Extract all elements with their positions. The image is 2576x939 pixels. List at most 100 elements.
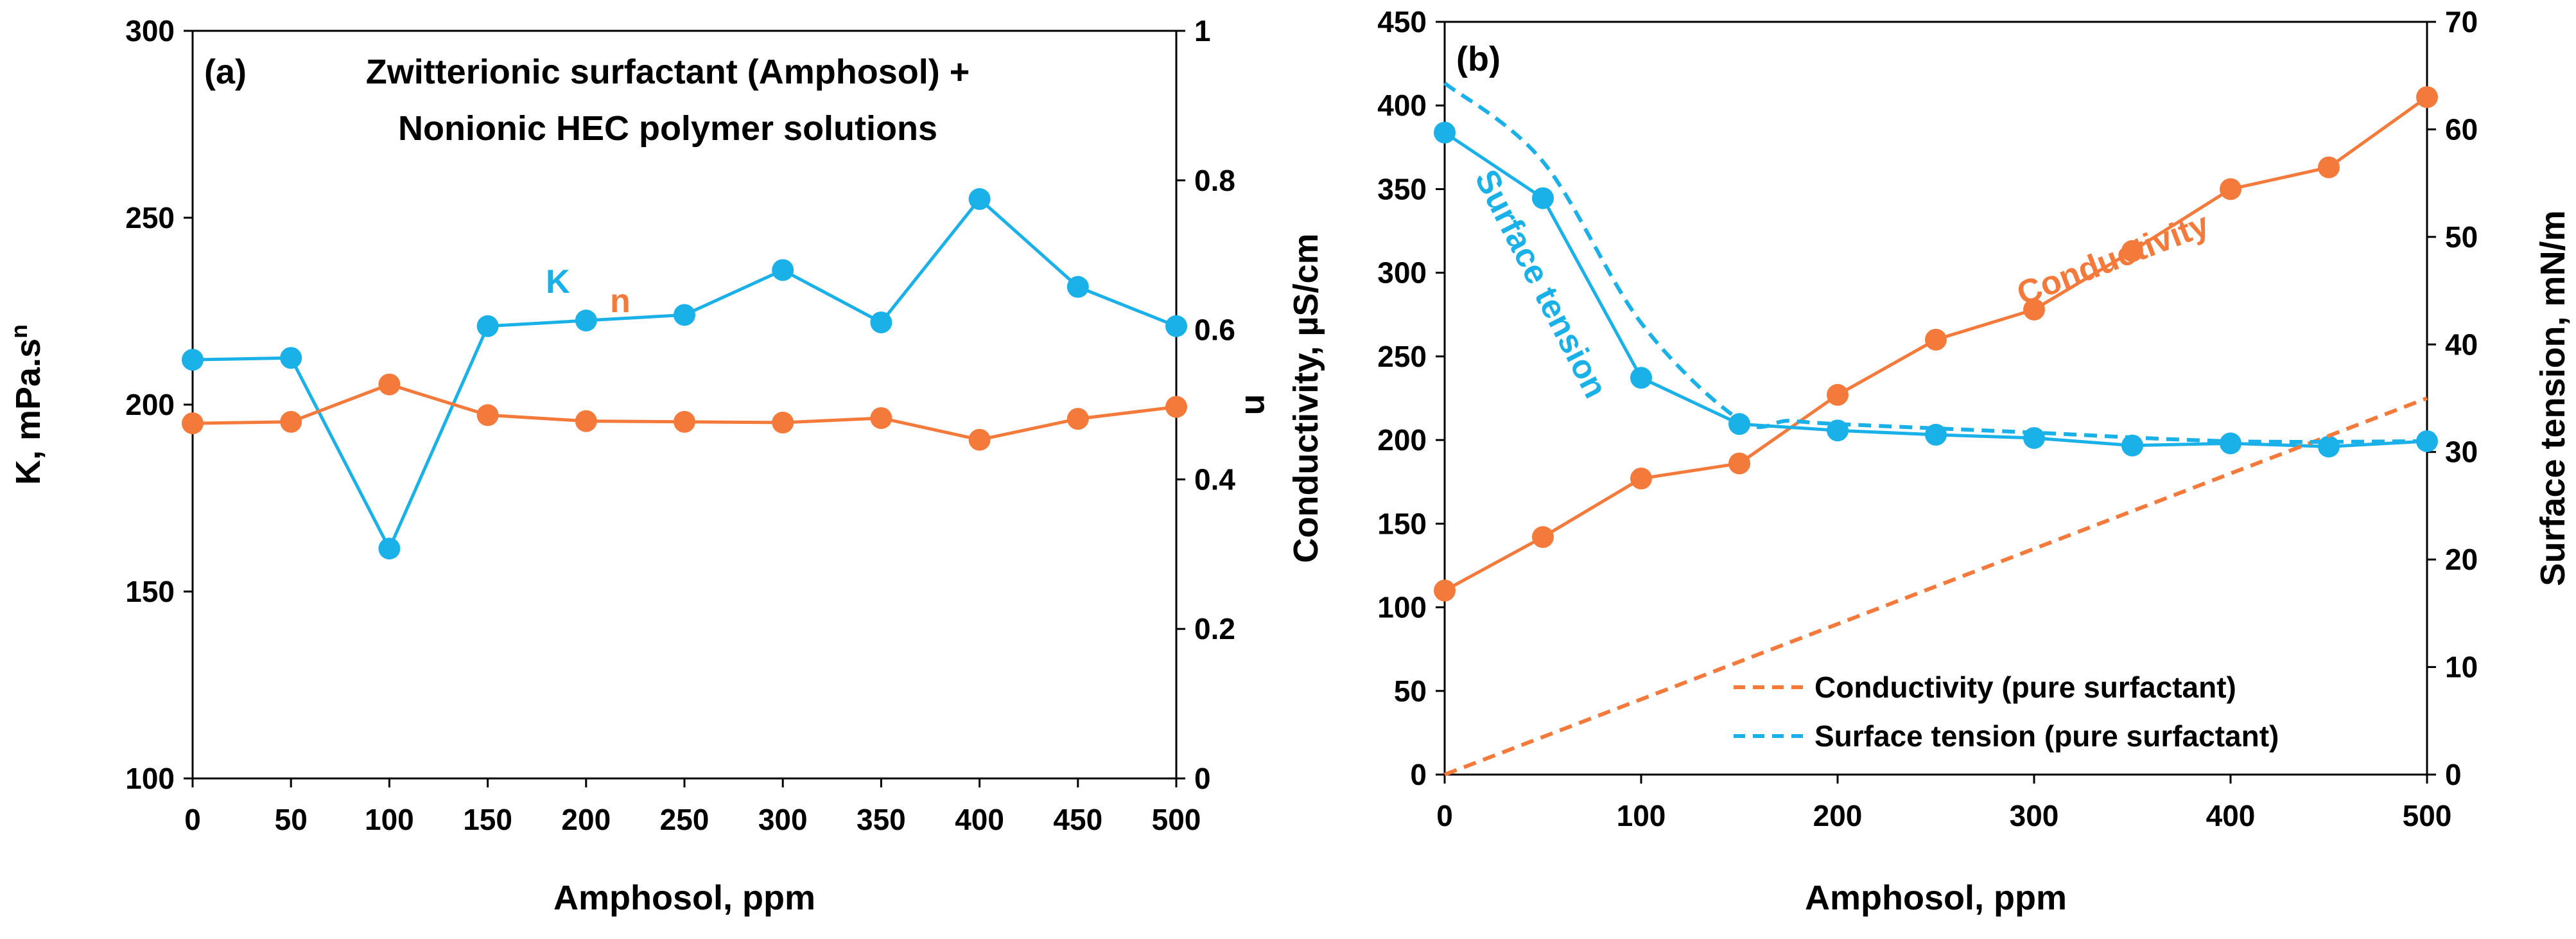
panel-a-title-line-2: Nonionic HEC polymer solutions bbox=[398, 109, 937, 148]
data-point-conductivity bbox=[1630, 468, 1652, 490]
x-tick-label: 150 bbox=[463, 803, 512, 836]
panel-a-x-ticks: 0 50 100 150 200 250 300 350 400 450 500 bbox=[184, 778, 1201, 836]
legend-label-conductivity-pure: Conductivity (pure surfactant) bbox=[1815, 671, 2236, 704]
data-point-k bbox=[1066, 276, 1089, 298]
data-point-k bbox=[1165, 315, 1187, 337]
y-tick-label: 400 bbox=[1377, 89, 1427, 122]
data-point-conductivity bbox=[2023, 298, 2045, 320]
panel-a-y-label-sup: n bbox=[6, 324, 32, 338]
data-point-conductivity bbox=[1728, 452, 1750, 475]
series-line-conductivity-pure-surfactant bbox=[1443, 396, 2428, 777]
panel-b-x-label: Amphosol, ppm bbox=[1805, 879, 2067, 917]
panel-b-y-label: Conductivity, µS/cm bbox=[1287, 233, 1325, 563]
panel-b-y-ticks: 0 50 100 150 200 250 300 350 400 450 bbox=[1377, 5, 1445, 791]
annotation-conductivity: Conductivity bbox=[2012, 206, 2215, 313]
panel-a: 0 50 100 150 200 250 300 350 400 450 500 100 150 200… bbox=[6, 14, 1277, 917]
panel-a-y2-ticks: 0 0.2 0.4 0.6 0.8 1 bbox=[1176, 14, 1235, 795]
data-point-surface-tension bbox=[2121, 434, 2143, 457]
data-point-surface-tension bbox=[2416, 430, 2438, 452]
series-line-surface-tension-pure-surfactant bbox=[1443, 82, 2428, 444]
legend-label-surface-tension-pure: Surface tension (pure surfactant) bbox=[1815, 719, 2279, 753]
data-point-conductivity bbox=[2416, 86, 2438, 109]
x-tick-label: 400 bbox=[955, 803, 1004, 836]
y-tick-label: 0 bbox=[1410, 758, 1427, 791]
x-tick-label: 300 bbox=[758, 803, 808, 836]
x-tick-label: 100 bbox=[365, 803, 414, 836]
y2-tick-label: 20 bbox=[2445, 543, 2478, 576]
data-point-conductivity bbox=[1532, 526, 1554, 548]
data-point-surface-tension bbox=[1728, 413, 1750, 435]
x-tick-label: 0 bbox=[184, 803, 201, 836]
data-point-conductivity bbox=[2220, 178, 2241, 200]
annotation-k: K bbox=[546, 263, 570, 301]
y-tick-label: 200 bbox=[125, 388, 175, 421]
legend: Conductivity (pure surfactant) Surface t… bbox=[1734, 671, 2279, 753]
data-point-surface-tension bbox=[1532, 187, 1554, 209]
panel-a-label: (a) bbox=[204, 53, 247, 91]
y-tick-label: 100 bbox=[1377, 591, 1427, 624]
data-point-n bbox=[182, 412, 204, 435]
data-point-conductivity bbox=[1925, 328, 1947, 351]
panel-a-y-ticks: 100 150 200 250 300 bbox=[125, 14, 193, 795]
panel-a-y-label: K, mPa.sn bbox=[6, 324, 48, 485]
data-point-surface-tension bbox=[2220, 432, 2241, 455]
y-tick-label: 100 bbox=[125, 762, 175, 795]
y-tick-label: 250 bbox=[125, 201, 175, 234]
panel-b-series bbox=[1434, 82, 2438, 777]
y-tick-label: 50 bbox=[1394, 674, 1427, 708]
data-point-n bbox=[1165, 396, 1187, 418]
data-point-n bbox=[476, 404, 499, 426]
data-point-n bbox=[772, 411, 794, 434]
y-tick-label: 250 bbox=[1377, 340, 1427, 373]
x-tick-label: 200 bbox=[561, 803, 611, 836]
series-line-k bbox=[192, 197, 1177, 552]
y2-tick-label: 50 bbox=[2445, 220, 2478, 254]
y2-tick-label: 0 bbox=[1194, 762, 1211, 795]
data-point-n bbox=[575, 410, 597, 432]
data-point-k bbox=[182, 349, 204, 371]
data-point-surface-tension bbox=[1630, 367, 1652, 389]
data-point-conductivity bbox=[2318, 156, 2340, 179]
y-tick-label: 150 bbox=[1377, 507, 1427, 540]
y2-tick-label: 10 bbox=[2445, 651, 2478, 684]
data-point-n bbox=[378, 373, 401, 396]
x-tick-label: 50 bbox=[275, 803, 308, 836]
data-point-conductivity bbox=[1827, 383, 1849, 406]
y-tick-label: 300 bbox=[1377, 256, 1427, 290]
x-tick-label: 350 bbox=[857, 803, 906, 836]
data-point-k bbox=[378, 538, 401, 560]
annotation-n: n bbox=[610, 283, 631, 320]
x-tick-label: 450 bbox=[1053, 803, 1102, 836]
x-tick-label: 200 bbox=[1813, 799, 1863, 832]
panel-b-label: (b) bbox=[1456, 40, 1501, 78]
data-point-surface-tension bbox=[1434, 121, 1456, 144]
y2-tick-label: 0.6 bbox=[1194, 313, 1235, 347]
data-point-n bbox=[870, 407, 892, 429]
y2-tick-label: 60 bbox=[2445, 112, 2478, 146]
data-point-k bbox=[870, 311, 892, 333]
y2-tick-label: 0.2 bbox=[1194, 612, 1235, 645]
panel-a-y-label-main: K, mPa.s bbox=[9, 338, 48, 485]
panel-b-x-ticks: 0 100 200 300 400 500 bbox=[1436, 775, 2451, 832]
panel-a-x-label: Amphosol, ppm bbox=[553, 879, 815, 917]
data-point-surface-tension bbox=[2318, 435, 2340, 458]
panel-b-y2-ticks: 0 10 20 30 40 50 60 70 bbox=[2427, 5, 2478, 791]
x-tick-label: 300 bbox=[2010, 799, 2059, 832]
x-tick-label: 0 bbox=[1436, 799, 1453, 832]
panel-b-y2-label: Surface tension, mN/m bbox=[2534, 210, 2572, 586]
y2-tick-label: 0.4 bbox=[1194, 462, 1235, 496]
panel-b: 0 100 200 300 400 500 05010015020025030035040… bbox=[1287, 5, 2572, 917]
data-point-k bbox=[772, 259, 794, 281]
data-point-n bbox=[674, 410, 695, 433]
x-tick-label: 500 bbox=[1152, 803, 1201, 836]
y2-tick-label: 40 bbox=[2445, 328, 2478, 361]
y2-tick-label: 0 bbox=[2445, 758, 2462, 791]
data-point-conductivity bbox=[2121, 240, 2143, 262]
x-tick-label: 250 bbox=[660, 803, 709, 836]
y2-tick-label: 70 bbox=[2445, 5, 2478, 39]
x-tick-label: 100 bbox=[1617, 799, 1666, 832]
y-tick-label: 350 bbox=[1377, 172, 1427, 206]
data-point-k bbox=[476, 315, 499, 337]
panel-a-y2-label: n bbox=[1238, 394, 1276, 416]
